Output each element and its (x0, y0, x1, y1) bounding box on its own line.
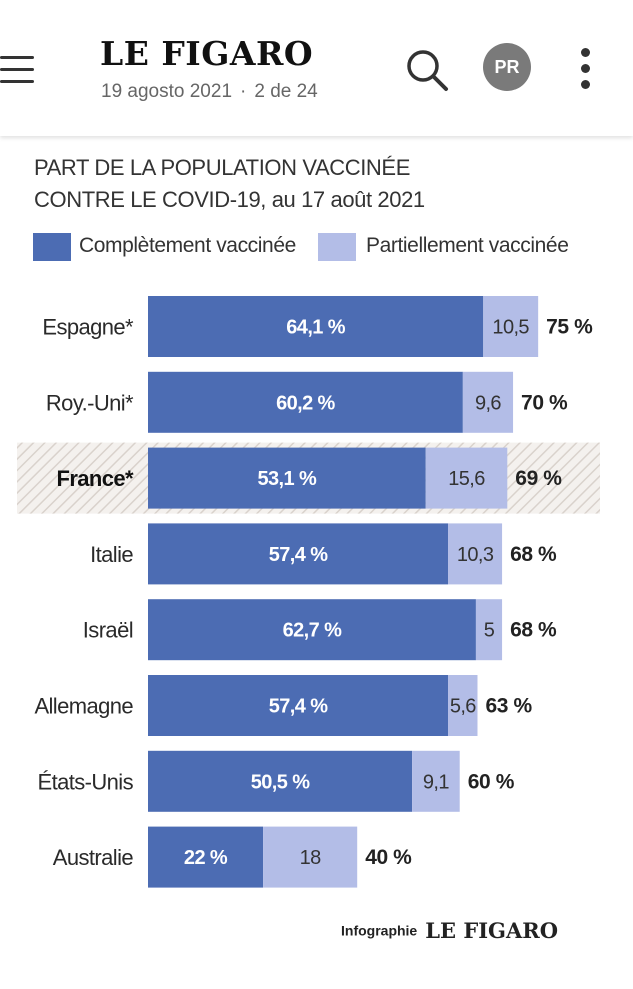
total-label-roy-uni: 70 % (521, 391, 568, 414)
bar-partially-italie (448, 523, 503, 585)
legend-swatch-fully (33, 233, 71, 261)
total-label-italie: 68 % (510, 543, 557, 566)
total-label-france: 69 % (515, 467, 562, 490)
bar-fully-roy-uni (148, 371, 463, 433)
value-label-fully-allemagne: 57,4 % (269, 696, 328, 718)
category-label-italie: Italie (90, 542, 133, 567)
bar-fully-australie (148, 826, 264, 888)
bar-fully-etats-unis (148, 750, 413, 812)
value-label-fully-australie: 22 % (184, 847, 228, 869)
value-label-partially-roy-uni: 9,6 (475, 392, 501, 414)
hamburger-icon[interactable] (0, 52, 36, 88)
value-label-partially-australie: 18 (300, 847, 322, 869)
bar-fully-france (148, 447, 426, 509)
legend-label-partially: Partiellement vaccinée (366, 234, 569, 257)
value-label-fully-etats-unis: 50,5 % (251, 771, 310, 793)
chart-title: PART DE LA POPULATION VACCINÉE CONTRE LE… (34, 152, 425, 216)
chart-title-line2: CONTRE LE COVID-19, au 17 août 2021 (34, 187, 425, 212)
bar-partially-roy-uni (462, 371, 514, 433)
value-label-partially-allemagne: 5,6 (450, 696, 476, 718)
bar-partially-espagne (483, 296, 539, 357)
value-label-fully-italie: 57,4 % (269, 544, 328, 566)
value-label-fully-france: 53,1 % (258, 468, 317, 490)
bar-partially-australie (263, 826, 358, 888)
value-label-fully-espagne: 64,1 % (286, 317, 345, 339)
total-label-etats-unis: 60 % (468, 770, 515, 793)
category-label-australie: Australie (53, 845, 134, 870)
total-label-australie: 40 % (365, 846, 412, 869)
legend-label-fully: Complètement vaccinée (79, 234, 296, 257)
value-label-partially-italie: 10,3 (457, 544, 494, 566)
bar-fully-allemagne (148, 675, 449, 736)
app-header: LE FIGARO 19 agosto 2021 · 2 de 24 PR (0, 0, 633, 136)
value-label-fully-roy-uni: 60,2 % (276, 392, 335, 414)
value-label-partially-etats-unis: 9,1 (423, 771, 449, 793)
legend-swatch-partially (318, 233, 356, 261)
chart-credit: Infographie LE FIGARO (341, 918, 558, 943)
total-label-espagne: 75 % (546, 316, 593, 339)
search-icon[interactable] (404, 47, 450, 93)
category-label-espagne: Espagne* (42, 315, 134, 340)
bar-fully-italie (148, 523, 449, 585)
category-label-france: France* (56, 466, 134, 491)
article-date: 19 agosto 2021 (101, 81, 233, 102)
bar-fully-espagne (148, 296, 484, 357)
value-label-fully-israel: 62,7 % (283, 620, 342, 642)
bar-fully-israel (148, 599, 476, 661)
credit-infographie: Infographie (341, 922, 418, 939)
article-meta: 19 agosto 2021 · 2 de 24 (101, 81, 318, 103)
bar-partially-france (425, 447, 508, 509)
category-label-etats-unis: États-Unis (38, 769, 134, 794)
meta-separator: · (240, 81, 247, 102)
chart-title-line1: PART DE LA POPULATION VACCINÉE (34, 155, 410, 180)
bar-partially-allemagne (448, 675, 478, 736)
category-label-allemagne: Allemagne (34, 694, 133, 719)
total-label-allemagne: 63 % (485, 695, 532, 718)
more-vertical-icon[interactable] (572, 44, 600, 92)
value-label-partially-france: 15,6 (448, 468, 485, 490)
avatar[interactable]: PR (483, 43, 531, 91)
brand-logo: LE FIGARO (100, 34, 314, 73)
value-label-partially-espagne: 10,5 (492, 317, 529, 339)
gallery-position: 2 de 24 (254, 81, 318, 102)
bar-partially-etats-unis (412, 750, 460, 812)
value-label-partially-israel: 5 (484, 620, 495, 642)
category-label-israel: Israël (83, 618, 133, 643)
bar-partially-israel (475, 599, 503, 661)
credit-logo: LE FIGARO (425, 918, 559, 943)
category-label-roy-uni: Roy.-Uni* (46, 390, 134, 415)
total-label-israel: 68 % (510, 619, 557, 642)
